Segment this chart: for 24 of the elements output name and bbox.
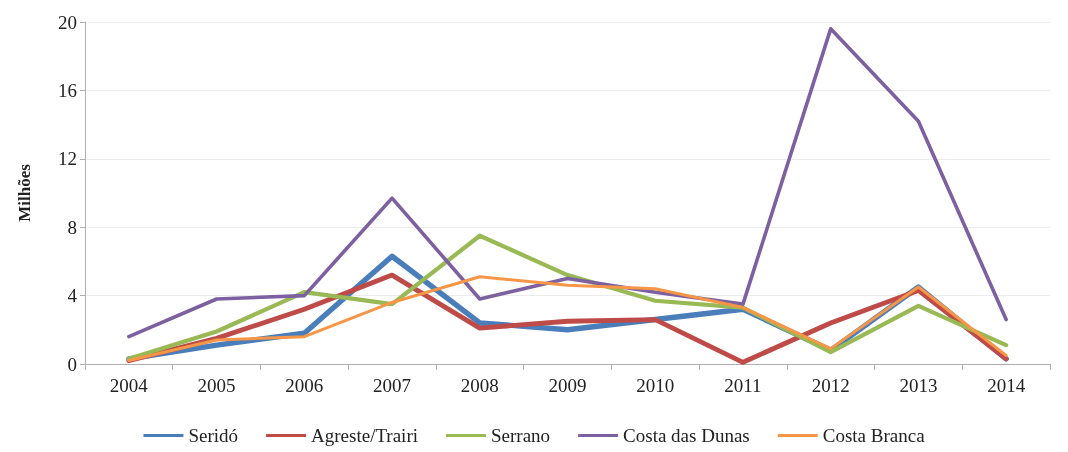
x-tick-label: 2013 — [899, 375, 938, 396]
y-tick-label: 20 — [58, 11, 77, 33]
y-tick-label: 4 — [67, 285, 78, 307]
x-tick-label: 2010 — [636, 375, 675, 396]
x-tick-label: 2012 — [811, 375, 850, 396]
x-tick-label: 2008 — [460, 375, 499, 396]
x-tick-label: 2007 — [373, 375, 412, 396]
legend-label: Costa das Dunas — [623, 425, 750, 446]
y-axis-title: Milhões — [15, 163, 34, 222]
x-tick-label: 2011 — [724, 375, 762, 396]
legend-label: Agreste/Trairi — [311, 425, 418, 446]
x-tick-label: 2005 — [197, 375, 236, 396]
legend-label: Costa Branca — [822, 425, 926, 446]
x-tick-label: 2006 — [285, 375, 324, 396]
x-tick-label: 2014 — [987, 375, 1026, 396]
y-tick-label: 0 — [67, 353, 77, 375]
legend-label: Serrano — [490, 425, 551, 446]
y-tick-label: 12 — [58, 148, 77, 170]
line-series — [127, 27, 1008, 339]
x-tick-label: 2004 — [109, 375, 149, 396]
y-tick-label: 8 — [67, 216, 77, 238]
legend-label: Seridó — [188, 425, 239, 446]
y-tick-label: 16 — [58, 79, 77, 101]
x-tick-label: 2009 — [548, 375, 587, 396]
